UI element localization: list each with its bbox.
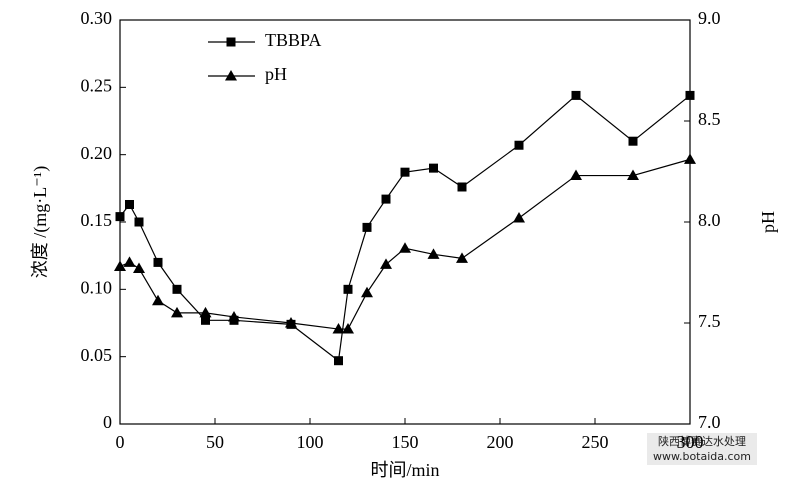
marker xyxy=(115,212,125,222)
marker xyxy=(457,182,467,192)
marker xyxy=(361,286,373,298)
marker xyxy=(400,167,410,177)
marker xyxy=(153,257,163,267)
marker xyxy=(343,284,353,294)
marker xyxy=(125,199,134,209)
x-tick-label: 150 xyxy=(392,432,419,452)
marker xyxy=(513,211,525,223)
marker xyxy=(114,260,126,271)
x-tick-label: 250 xyxy=(582,432,609,452)
marker xyxy=(171,306,183,318)
y2-tick-label: 9.0 xyxy=(698,8,721,28)
marker xyxy=(627,169,639,181)
marker xyxy=(133,262,145,273)
marker xyxy=(628,136,638,146)
marker xyxy=(380,258,392,269)
watermark: 陕西博赛达水处理 xyxy=(658,434,746,448)
marker xyxy=(514,140,524,150)
marker xyxy=(123,256,136,267)
marker xyxy=(342,323,354,334)
x-tick-label: 50 xyxy=(206,432,224,452)
marker xyxy=(381,194,391,204)
y-axis-label: 浓度 /(mg·L⁻¹) xyxy=(30,166,51,278)
y-tick-label: 0.20 xyxy=(81,143,113,163)
marker xyxy=(199,306,212,318)
marker xyxy=(362,222,372,232)
marker xyxy=(172,284,182,294)
marker xyxy=(427,248,440,259)
x-tick-label: 300 xyxy=(677,432,704,452)
y2-tick-label: 7.0 xyxy=(698,412,721,432)
y-tick-label: 0.05 xyxy=(81,345,113,365)
marker xyxy=(201,315,210,325)
x-axis-label: 时间/min xyxy=(370,460,439,480)
legend-label: TBBPA xyxy=(265,30,321,50)
marker xyxy=(134,217,144,227)
marker xyxy=(571,90,581,100)
legend-marker xyxy=(225,70,237,81)
marker xyxy=(684,153,696,164)
legend-marker xyxy=(226,37,236,47)
marker xyxy=(332,323,345,334)
marker xyxy=(228,310,240,322)
marker xyxy=(285,317,297,328)
marker xyxy=(685,90,695,100)
x-tick-label: 100 xyxy=(297,432,324,452)
marker xyxy=(152,294,164,306)
y-tick-label: 0.30 xyxy=(81,8,113,28)
y-tick-label: 0.25 xyxy=(81,75,113,95)
y-tick-label: 0.10 xyxy=(81,277,113,297)
legend-label: pH xyxy=(265,64,287,84)
y2-tick-label: 7.5 xyxy=(698,311,721,331)
marker xyxy=(334,356,343,366)
y-tick-label: 0.15 xyxy=(81,210,113,230)
y2-tick-label: 8.5 xyxy=(698,109,721,129)
marker xyxy=(456,252,468,263)
x-tick-label: 0 xyxy=(116,432,125,452)
y2-tick-label: 8.0 xyxy=(698,210,721,230)
marker xyxy=(570,169,582,181)
watermark-box xyxy=(647,433,757,465)
watermark: www.botaida.com xyxy=(653,450,751,463)
marker xyxy=(429,163,438,173)
y2-axis-label: pH xyxy=(758,211,778,233)
marker xyxy=(399,242,411,253)
x-tick-label: 200 xyxy=(487,432,514,452)
plot-frame xyxy=(119,19,691,425)
y-tick-label: 0 xyxy=(103,412,112,432)
